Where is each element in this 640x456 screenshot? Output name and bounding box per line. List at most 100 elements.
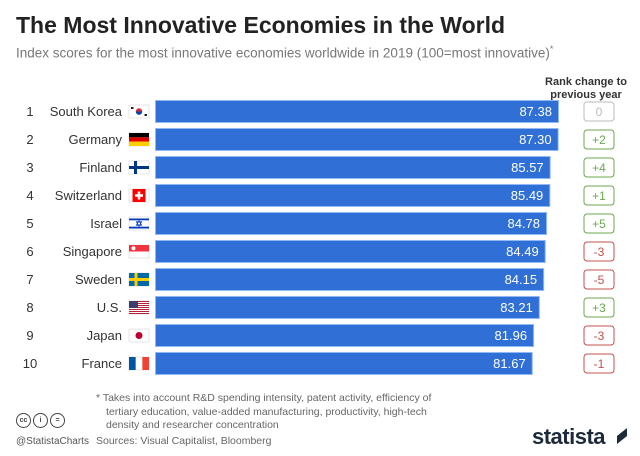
category-label-germany: Germany <box>69 132 123 147</box>
flag-israel-icon <box>128 216 150 231</box>
category-label-singapore: Singapore <box>63 244 122 259</box>
footnote-line-2: tertiary education, value-added manufact… <box>106 405 427 418</box>
bar-sweden <box>156 269 544 290</box>
rank-change-label-germany: +2 <box>592 133 606 147</box>
bar-singapore <box>156 241 545 262</box>
rank-label-france: 10 <box>23 356 37 371</box>
rank-change-header-line2: previous year <box>550 89 622 101</box>
subtitle-footnote-mark: * <box>549 44 554 54</box>
rank-change-badge-japan <box>583 325 615 346</box>
twitter-handle[interactable]: @StatistaCharts <box>16 436 89 447</box>
flag-singapore-icon <box>128 244 150 259</box>
bar-row-germany: 2 Germany 87.30 +2 <box>26 128 615 151</box>
value-label-singapore: 84.49 <box>506 244 539 259</box>
flag-south-korea-icon <box>128 104 150 119</box>
bar-row-finland: 3 Finland 85.57 +4 <box>26 156 615 179</box>
subtitle-text: Index scores for the most innovative eco… <box>16 45 550 61</box>
rank-change-badge-sweden <box>583 269 615 290</box>
rank-change-badge-france <box>583 353 615 374</box>
value-label-france: 81.67 <box>493 356 526 371</box>
bar-u-s <box>156 297 539 318</box>
category-label-switzerland: Switzerland <box>55 188 122 203</box>
rank-change-label-france: -1 <box>594 357 605 371</box>
rank-change-label-switzerland: +1 <box>592 189 606 203</box>
rank-change-label-japan: -3 <box>594 329 605 343</box>
rank-label-finland: 3 <box>26 160 33 175</box>
rank-change-header: Rank change to previous year <box>540 76 632 102</box>
flag-finland-icon <box>128 160 150 175</box>
rank-label-south-korea: 1 <box>26 104 33 119</box>
no-derivatives-icon: = <box>50 413 65 428</box>
bar-chart: 1 South Korea 87.38 0 2 Germany 87.30 +2 3 Finlan… <box>23 100 615 375</box>
bar-row-south-korea: 1 South Korea 87.38 0 <box>26 100 615 123</box>
creative-commons-icon: cc <box>16 413 31 428</box>
bar-france <box>156 353 532 374</box>
value-label-sweden: 84.15 <box>505 272 538 287</box>
rank-label-switzerland: 4 <box>26 188 33 203</box>
bar-finland <box>156 157 550 178</box>
category-label-israel: Israel <box>90 216 122 231</box>
bar-israel <box>156 213 547 234</box>
statista-logo[interactable]: statista <box>532 424 606 449</box>
rank-change-label-sweden: -5 <box>594 273 605 287</box>
flag-sweden-icon <box>128 272 150 287</box>
rank-change-label-israel: +5 <box>592 217 606 231</box>
rank-change-header-line1: Rank change to <box>545 76 627 88</box>
bar-japan <box>156 325 534 346</box>
chart-title: The Most Innovative Economies in the Wor… <box>16 12 506 38</box>
flag-u-s-icon <box>128 300 150 315</box>
category-label-sweden: Sweden <box>75 272 122 287</box>
rank-change-label-singapore: -3 <box>594 245 605 259</box>
value-label-israel: 84.78 <box>507 216 540 231</box>
category-label-u-s: U.S. <box>97 300 122 315</box>
footnote: * Takes into account R&D spending intens… <box>96 392 476 433</box>
flag-germany-icon <box>128 132 150 147</box>
category-label-france: France <box>82 356 122 371</box>
rank-label-sweden: 7 <box>26 272 33 287</box>
rank-label-u-s: 8 <box>26 300 33 315</box>
category-label-south-korea: South Korea <box>50 104 123 119</box>
bar-row-israel: 5 Israel 84.78 +5 <box>26 212 615 235</box>
rank-change-badge-u-s <box>583 297 615 318</box>
attribution-icon: i <box>33 413 48 428</box>
bar-south-korea <box>156 101 558 122</box>
value-label-japan: 81.96 <box>495 328 528 343</box>
flag-switzerland-icon <box>128 188 150 203</box>
rank-label-japan: 9 <box>26 328 33 343</box>
rank-label-israel: 5 <box>26 216 33 231</box>
bar-row-sweden: 7 Sweden 84.15 -5 <box>26 268 615 291</box>
category-label-finland: Finland <box>79 160 122 175</box>
rank-label-singapore: 6 <box>26 244 33 259</box>
sources: Sources: Visual Capitalist, Bloomberg <box>96 435 272 447</box>
license-icons: cc i = <box>16 413 65 428</box>
footnote-line-3: density and researcher concentration <box>106 419 279 431</box>
rank-change-label-south-korea: 0 <box>596 105 603 119</box>
rank-change-badge-singapore <box>583 241 615 262</box>
rank-change-label-u-s: +3 <box>592 301 606 315</box>
bar-row-japan: 9 Japan 81.96 -3 <box>26 324 615 347</box>
statista-logo-mark-icon <box>617 428 627 444</box>
bar-row-france: 10 France 81.67 -1 <box>23 352 615 375</box>
bar-switzerland <box>156 185 550 206</box>
footnote-line-1: * Takes into account R&D spending intens… <box>96 392 432 404</box>
rank-label-germany: 2 <box>26 132 33 147</box>
rank-change-badge-south-korea <box>583 101 615 122</box>
bar-row-singapore: 6 Singapore 84.49 -3 <box>26 240 615 263</box>
rank-change-label-finland: +4 <box>592 161 606 175</box>
category-label-japan: Japan <box>87 328 122 343</box>
rank-change-badge-germany <box>583 129 615 150</box>
rank-change-badge-finland <box>583 157 615 178</box>
chart-subtitle: Index scores for the most innovative eco… <box>16 44 553 61</box>
bar-germany <box>156 129 558 150</box>
flag-japan-icon <box>128 328 150 343</box>
value-label-germany: 87.30 <box>519 132 552 147</box>
flag-france-icon <box>128 356 150 371</box>
value-label-switzerland: 85.49 <box>511 188 544 203</box>
bar-row-u-s: 8 U.S. 83.21 +3 <box>26 296 615 319</box>
rank-change-badge-israel <box>583 213 615 234</box>
value-label-south-korea: 87.38 <box>519 104 552 119</box>
bar-row-switzerland: 4 Switzerland 85.49 +1 <box>26 184 615 207</box>
rank-change-badge-switzerland <box>583 185 615 206</box>
value-label-finland: 85.57 <box>511 160 544 175</box>
value-label-u-s: 83.21 <box>500 300 533 315</box>
